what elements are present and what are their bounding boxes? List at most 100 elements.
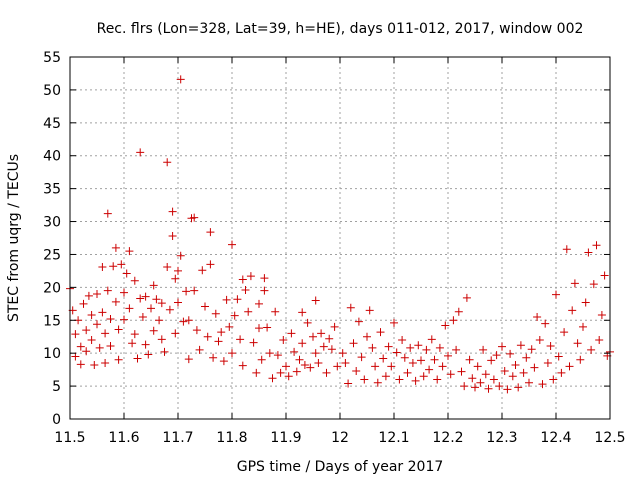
data-point xyxy=(84,291,93,300)
data-point xyxy=(408,359,417,368)
data-point xyxy=(538,380,547,389)
data-point xyxy=(597,311,606,320)
data-point xyxy=(317,329,326,338)
data-point xyxy=(279,336,288,345)
data-point xyxy=(130,330,139,339)
data-point xyxy=(149,281,158,290)
data-point xyxy=(241,285,250,294)
data-point xyxy=(435,343,444,352)
data-point xyxy=(71,352,80,361)
x-tick-label: 11.5 xyxy=(54,430,85,446)
data-point xyxy=(557,368,566,377)
data-point xyxy=(106,314,115,323)
data-point xyxy=(228,349,236,358)
data-point xyxy=(338,349,347,358)
data-point xyxy=(217,328,226,337)
data-point xyxy=(300,361,309,370)
data-point xyxy=(303,318,312,327)
data-point xyxy=(136,148,145,157)
data-point xyxy=(414,341,423,350)
data-point xyxy=(573,339,582,348)
data-point xyxy=(454,307,463,316)
data-point xyxy=(525,378,533,387)
data-point xyxy=(103,209,112,218)
data-point xyxy=(473,362,482,371)
data-point xyxy=(570,279,579,288)
data-point xyxy=(157,335,166,344)
data-point xyxy=(95,343,104,352)
data-point xyxy=(400,353,409,362)
data-point xyxy=(165,305,174,314)
data-point xyxy=(503,385,512,394)
data-point xyxy=(271,307,280,316)
data-point xyxy=(260,274,269,283)
data-point xyxy=(489,375,498,384)
data-point xyxy=(195,345,204,354)
data-point xyxy=(284,372,293,381)
data-point xyxy=(506,349,515,358)
data-point xyxy=(354,317,363,326)
x-tick-label: 11.8 xyxy=(216,430,247,446)
axis-ticks xyxy=(69,56,611,420)
data-point xyxy=(422,345,431,354)
data-point xyxy=(230,311,239,320)
y-tick-label: 20 xyxy=(43,280,61,296)
data-point xyxy=(120,315,128,324)
data-point xyxy=(160,347,169,356)
data-point xyxy=(87,311,96,320)
data-point xyxy=(192,326,201,335)
data-point xyxy=(117,260,126,269)
x-tick-label: 12.5 xyxy=(594,430,625,446)
data-point xyxy=(309,332,317,341)
data-point xyxy=(587,345,596,354)
data-point xyxy=(403,368,412,377)
data-point xyxy=(433,375,442,384)
data-point xyxy=(311,296,320,305)
y-tick-labels: 0 5 10 15 20 25 30 35 40 45 50 55 xyxy=(43,50,61,428)
data-point xyxy=(314,359,323,368)
data-point xyxy=(238,275,247,284)
data-point xyxy=(222,295,231,304)
data-point xyxy=(298,308,307,317)
data-point xyxy=(184,316,193,325)
y-tick-label: 10 xyxy=(43,346,61,362)
data-point xyxy=(449,316,458,325)
data-point xyxy=(341,359,350,368)
data-point xyxy=(327,345,336,354)
data-point xyxy=(244,307,253,316)
data-point xyxy=(125,304,134,313)
data-point xyxy=(498,342,506,351)
chart-title: Rec. flrs (Lon=328, Lat=39, h=HE), days … xyxy=(97,21,584,37)
data-point xyxy=(79,299,88,308)
data-point xyxy=(438,362,447,371)
data-point xyxy=(141,340,150,349)
data-point xyxy=(600,271,609,280)
data-point xyxy=(373,378,382,387)
data-point xyxy=(295,355,304,364)
data-point xyxy=(182,287,191,296)
data-point xyxy=(460,382,469,391)
data-point xyxy=(257,355,266,364)
data-point xyxy=(484,384,493,393)
data-point xyxy=(476,378,485,387)
data-point xyxy=(201,302,209,311)
data-point xyxy=(152,295,161,304)
data-point xyxy=(114,325,123,334)
data-point xyxy=(481,370,490,379)
data-point xyxy=(71,330,80,339)
data-point xyxy=(487,356,496,365)
data-point xyxy=(511,361,520,370)
data-point xyxy=(255,324,263,333)
data-point xyxy=(554,352,563,361)
grid xyxy=(70,57,610,419)
data-point xyxy=(298,339,307,348)
data-point xyxy=(149,326,158,335)
data-point xyxy=(206,260,215,269)
data-point xyxy=(233,295,242,304)
data-point xyxy=(203,332,212,341)
data-point xyxy=(533,312,542,321)
data-point xyxy=(581,298,590,307)
data-point xyxy=(392,348,401,357)
